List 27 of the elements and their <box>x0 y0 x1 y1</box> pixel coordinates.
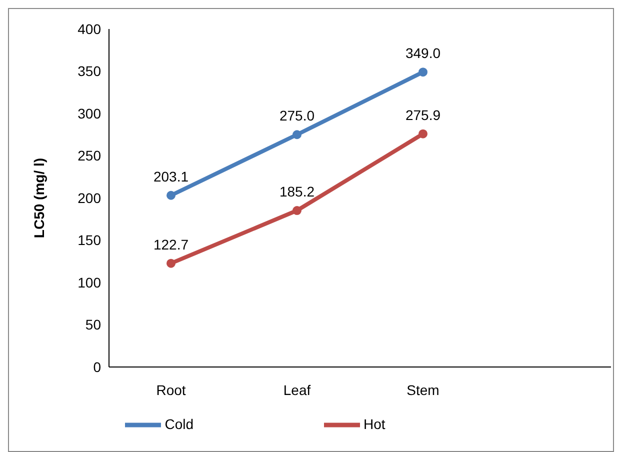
point <box>292 206 302 216</box>
data-label: 185.2 <box>279 184 315 200</box>
legend-label: Cold <box>164 416 194 432</box>
x-tick-label: Stem <box>406 382 440 398</box>
data-label: 275.9 <box>405 106 441 123</box>
y-tick-label: 150 <box>78 232 102 248</box>
point <box>166 190 176 200</box>
data-label: 122.7 <box>153 236 189 252</box>
point <box>166 258 176 268</box>
data-label: 203.1 <box>153 168 189 184</box>
y-tick-label: 0 <box>93 358 102 375</box>
y-axis-title: LC50 (mg/ l) <box>30 158 47 238</box>
y-tick-label: 250 <box>78 148 102 164</box>
data-label: 349.0 <box>405 45 441 62</box>
y-tick-label: 400 <box>78 20 102 37</box>
data-label: 275.0 <box>279 108 315 124</box>
x-tick-label: Leaf <box>283 382 311 398</box>
y-tick-label: 100 <box>78 274 102 290</box>
point <box>292 130 302 140</box>
y-tick-label: 50 <box>85 316 102 333</box>
point <box>418 68 428 77</box>
point <box>418 129 428 138</box>
y-tick-label: 300 <box>78 105 102 122</box>
y-tick-label: 200 <box>78 190 102 206</box>
legend-label: Hot <box>364 416 386 432</box>
x-tick-label: Root <box>156 382 186 398</box>
y-tick-label: 350 <box>78 63 102 80</box>
